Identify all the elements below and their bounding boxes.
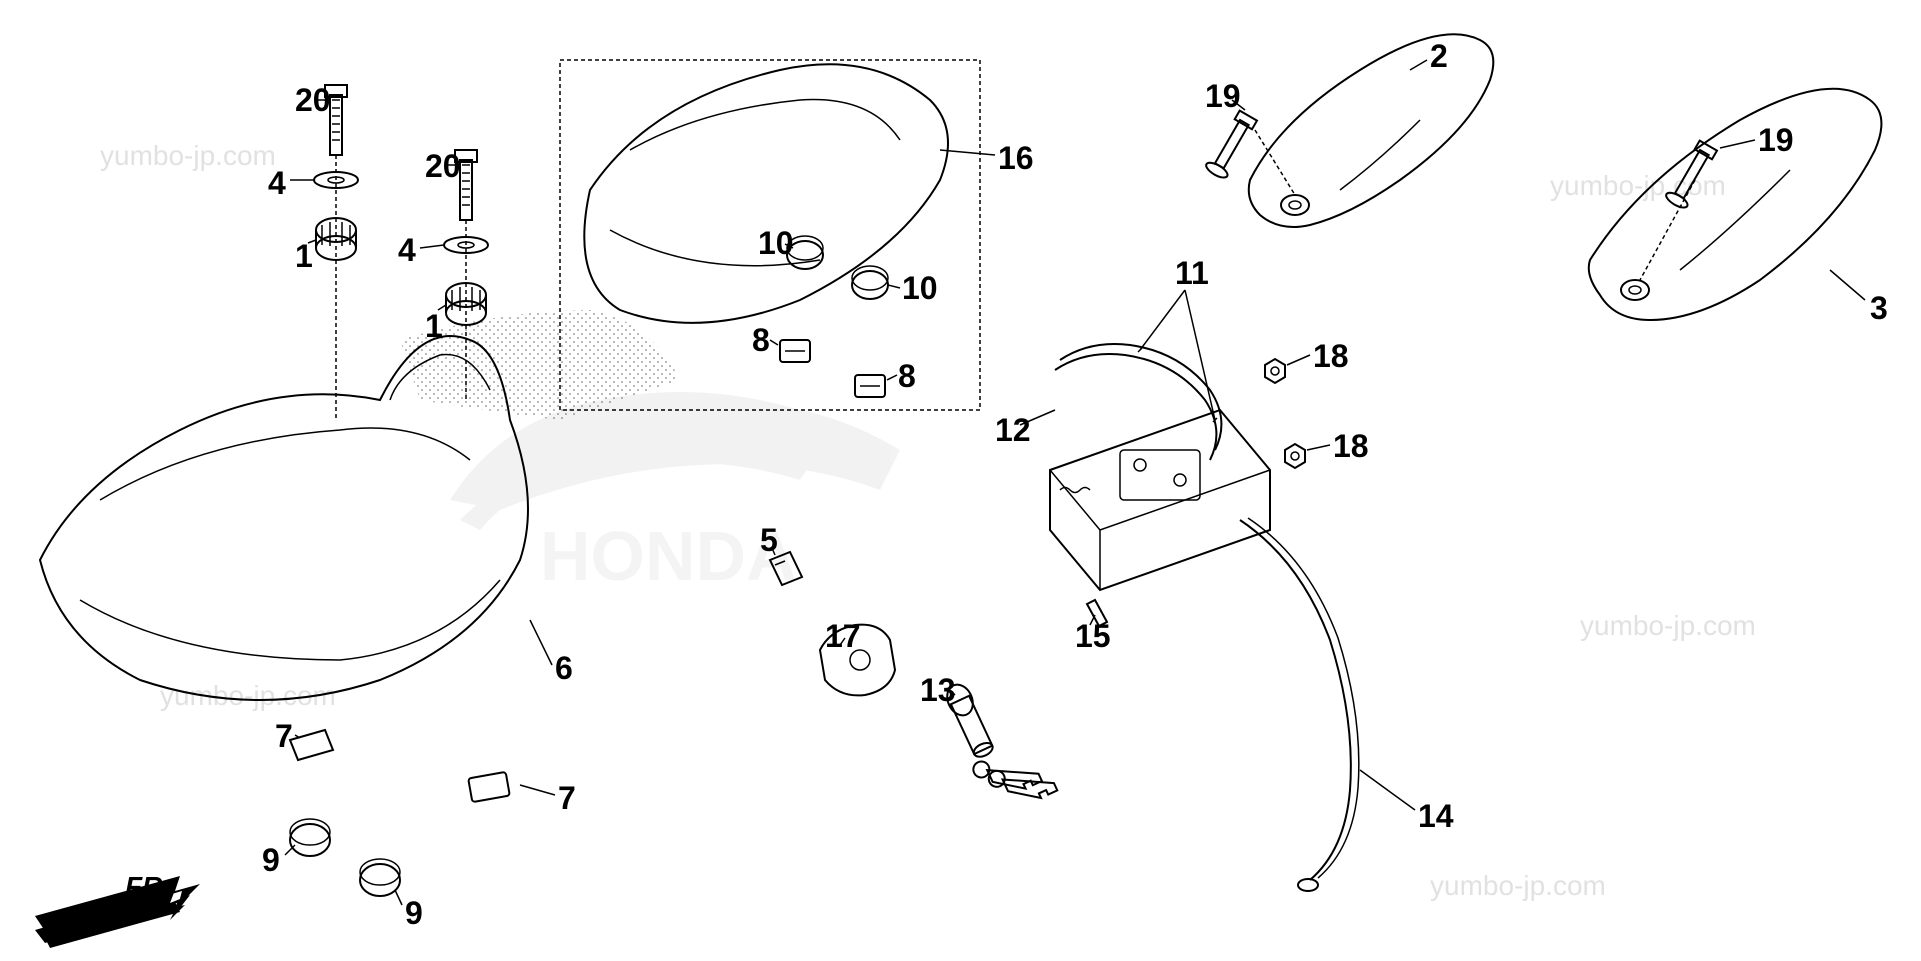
callout-7: 7 bbox=[558, 780, 576, 817]
fr-direction-indicator: FR. bbox=[30, 876, 230, 941]
part-clip-8 bbox=[770, 340, 897, 397]
callout-3: 3 bbox=[1870, 290, 1888, 327]
callout-6: 6 bbox=[555, 650, 573, 687]
part-grab-rail-right bbox=[1589, 89, 1882, 320]
callout-17: 17 bbox=[825, 618, 861, 655]
callout-8: 8 bbox=[752, 322, 770, 359]
callout-20: 20 bbox=[425, 148, 461, 185]
callout-4: 4 bbox=[398, 232, 416, 269]
callout-4: 4 bbox=[268, 165, 286, 202]
callout-15: 15 bbox=[1075, 618, 1111, 655]
callout-9: 9 bbox=[405, 895, 423, 932]
part-cable-14 bbox=[1240, 518, 1415, 891]
callout-1: 1 bbox=[425, 308, 443, 345]
callout-5: 5 bbox=[760, 522, 778, 559]
svg-text:HONDA: HONDA bbox=[540, 517, 797, 595]
callout-18: 18 bbox=[1313, 338, 1349, 375]
callout-16: 16 bbox=[998, 140, 1034, 177]
part-rubber-9 bbox=[285, 819, 402, 905]
fr-label: FR. bbox=[125, 871, 170, 903]
callout-12: 12 bbox=[995, 412, 1031, 449]
part-rubber-10 bbox=[785, 236, 900, 299]
part-grab-rail-left bbox=[1204, 34, 1493, 227]
callout-7: 7 bbox=[275, 718, 293, 755]
callout-10: 10 bbox=[758, 225, 794, 262]
part-mount-7 bbox=[290, 730, 555, 802]
callout-2: 2 bbox=[1430, 38, 1448, 75]
callout-20: 20 bbox=[295, 82, 331, 119]
parts-diagram: yumbo-jp.com yumbo-jp.com yumbo-jp.com y… bbox=[0, 0, 1921, 961]
callout-1: 1 bbox=[295, 238, 313, 275]
callout-8: 8 bbox=[898, 358, 916, 395]
callout-19: 19 bbox=[1758, 122, 1794, 159]
callout-18: 18 bbox=[1333, 428, 1369, 465]
callout-11: 11 bbox=[1175, 255, 1209, 292]
callout-10: 10 bbox=[902, 270, 938, 307]
callout-19: 19 bbox=[1205, 78, 1241, 115]
callout-13: 13 bbox=[920, 672, 956, 709]
part-seat-lock-assembly bbox=[1020, 290, 1270, 626]
diagram-svg: HONDA bbox=[0, 0, 1921, 961]
callout-14: 14 bbox=[1418, 798, 1454, 835]
callout-9: 9 bbox=[262, 842, 280, 879]
